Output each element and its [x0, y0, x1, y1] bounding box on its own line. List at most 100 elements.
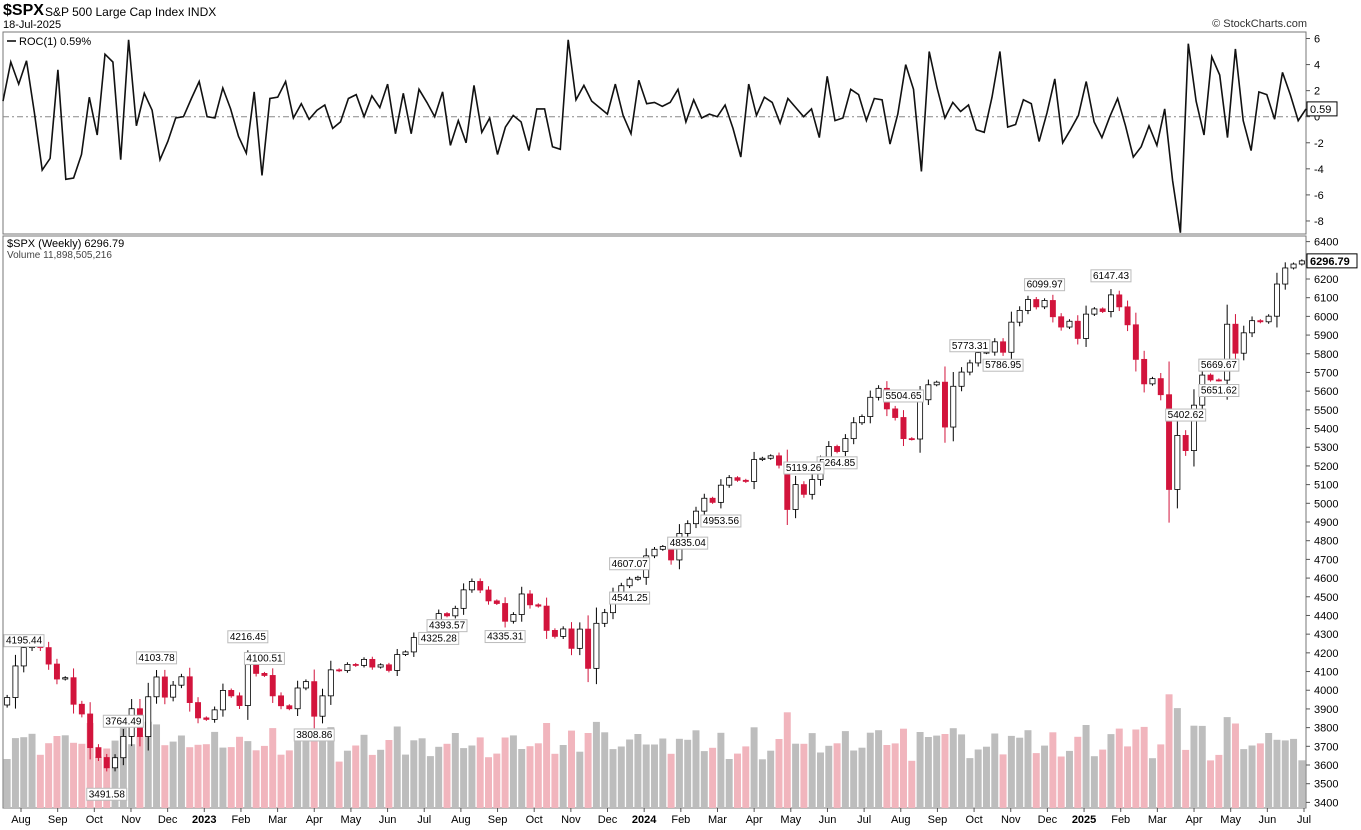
candle-body — [186, 676, 193, 703]
volume-bar — [817, 752, 824, 808]
volume-bar — [783, 712, 791, 808]
price-annotation-box — [426, 619, 468, 633]
volume-bar — [833, 743, 841, 808]
candle-body — [402, 651, 409, 655]
volume-bar — [227, 747, 235, 808]
candle-body — [261, 673, 268, 676]
x-month-label: Jul — [417, 814, 431, 826]
candle-body — [219, 690, 226, 711]
price-annotation: 5773.31 — [952, 341, 989, 352]
index-name: S&P 500 Large Cap Index INDX — [45, 5, 216, 19]
price-annotation: 4335.31 — [487, 632, 524, 643]
volume-bar — [526, 746, 534, 808]
volume-bar — [742, 746, 750, 808]
x-year-label: 2024 — [632, 814, 657, 826]
candle-body — [178, 676, 185, 686]
price-annotation-box — [1165, 408, 1207, 422]
price-annotation: 3764.49 — [105, 716, 142, 727]
candle-body — [1124, 306, 1131, 326]
candle-body — [87, 713, 94, 749]
candle-body — [842, 438, 849, 452]
candle-body — [12, 665, 19, 698]
candle-body — [950, 385, 957, 428]
volume-bar — [319, 738, 327, 808]
volume-bar — [991, 733, 999, 808]
candle-body — [120, 736, 127, 759]
x-month-label: Nov — [1001, 814, 1021, 826]
candle-body — [20, 647, 27, 667]
volume-bar — [750, 727, 758, 808]
roc-last-value-box — [1306, 101, 1338, 117]
x-month-label: Apr — [1185, 814, 1202, 826]
x-year-label: 2023 — [192, 814, 216, 826]
candle-body — [477, 581, 484, 591]
volume-bar — [1273, 739, 1281, 808]
volume-bar — [1198, 725, 1206, 808]
volume-bar — [584, 733, 592, 808]
volume-bar — [360, 734, 368, 808]
candle-body — [1091, 308, 1098, 315]
x-month-label: Dec — [1038, 814, 1058, 826]
volume-bar — [1256, 743, 1264, 808]
candle-body — [925, 384, 932, 401]
x-month-label: Aug — [11, 814, 31, 826]
volume-bar — [269, 728, 277, 808]
candle-body — [1008, 321, 1015, 353]
x-month-label: Feb — [671, 814, 690, 826]
volume-bar — [294, 732, 302, 808]
candle-body — [900, 417, 907, 440]
candle-body — [759, 457, 766, 460]
candle-body — [95, 747, 102, 758]
price-annotation-box — [136, 651, 178, 665]
candle-body — [1099, 308, 1106, 312]
price-annotation-box — [293, 728, 335, 742]
price-annotation: 4835.04 — [670, 538, 707, 549]
volume-bar — [651, 744, 658, 808]
volume-bar — [734, 753, 741, 808]
price-tick-label: 5000 — [1314, 498, 1338, 510]
volume-bar — [1065, 750, 1073, 808]
price-annotation: 5786.95 — [985, 360, 1022, 371]
price-annotation: 5402.62 — [1168, 410, 1205, 421]
volume-bar — [260, 745, 268, 808]
x-month-label: Oct — [526, 814, 543, 826]
candle-body — [286, 705, 293, 710]
volume-bar — [924, 737, 932, 808]
volume-bar — [285, 750, 293, 808]
candle-body — [634, 576, 641, 580]
volume-bar — [410, 740, 418, 808]
volume-bar — [368, 754, 376, 808]
x-month-label: Oct — [86, 814, 103, 826]
price-annotation: 3808.86 — [296, 730, 333, 741]
candle-body — [502, 603, 509, 622]
volume-bar — [1074, 736, 1082, 808]
volume-bar — [1140, 726, 1148, 808]
price-tick-label: 3900 — [1314, 704, 1338, 716]
volume-bar — [1248, 745, 1256, 808]
x-month-label: Apr — [306, 814, 323, 826]
candle-body — [269, 675, 276, 697]
price-annotation: 5119.26 — [786, 463, 822, 474]
candle-body — [369, 658, 376, 668]
volume-bar — [1281, 740, 1289, 808]
candle-body — [800, 484, 807, 495]
volume-bar — [509, 735, 517, 808]
volume-bar — [169, 741, 177, 808]
roc-tick-label: -2 — [1314, 138, 1324, 150]
price-tick-label: 5900 — [1314, 330, 1338, 342]
volume-bar — [899, 728, 907, 808]
price-tick-label: 4600 — [1314, 573, 1338, 585]
volume-bar — [310, 738, 318, 808]
candle-body — [867, 396, 874, 417]
candle-body — [485, 589, 492, 602]
candle-body — [859, 416, 865, 424]
candle-body — [170, 684, 177, 698]
candle-body — [966, 362, 973, 373]
candle-body — [394, 654, 401, 671]
volume-bar — [418, 738, 426, 808]
price-tick-label: 3500 — [1314, 779, 1338, 791]
volume-bar — [941, 734, 949, 808]
chart-date: 18-Jul-2025 — [3, 19, 62, 31]
roc-tick-label: 2 — [1314, 86, 1320, 98]
volume-bar — [186, 747, 194, 808]
